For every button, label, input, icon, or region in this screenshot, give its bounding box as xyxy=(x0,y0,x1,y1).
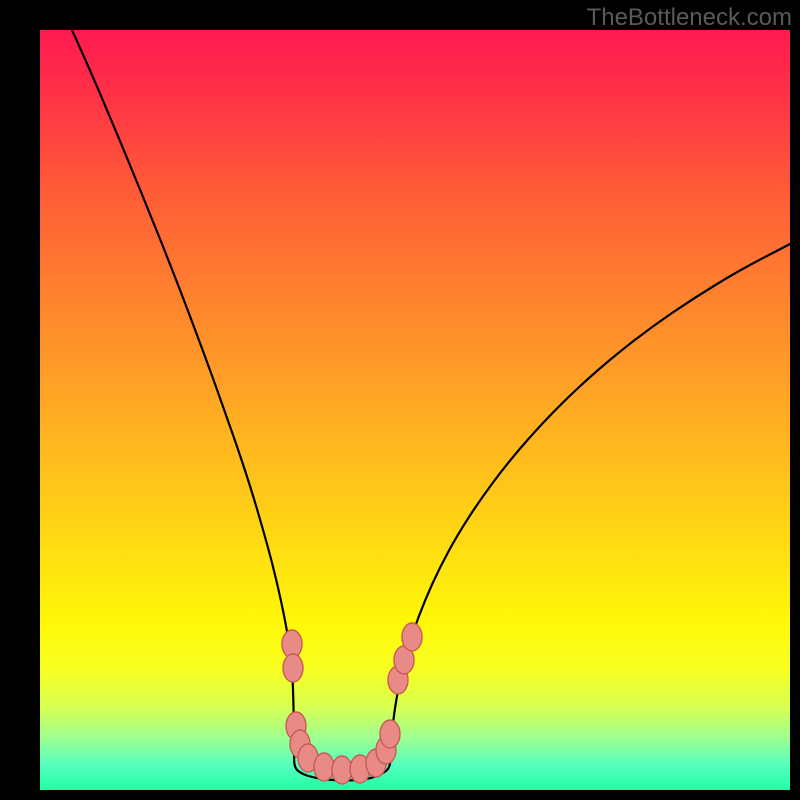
bottleneck-curve xyxy=(72,30,790,780)
curve-overlay xyxy=(0,0,800,800)
data-marker xyxy=(314,753,334,781)
data-marker xyxy=(283,654,303,682)
watermark-text: TheBottleneck.com xyxy=(587,4,792,32)
data-marker xyxy=(402,623,422,651)
data-marker xyxy=(332,756,352,784)
chart-container: TheBottleneck.com xyxy=(0,0,800,800)
data-marker xyxy=(380,720,400,748)
